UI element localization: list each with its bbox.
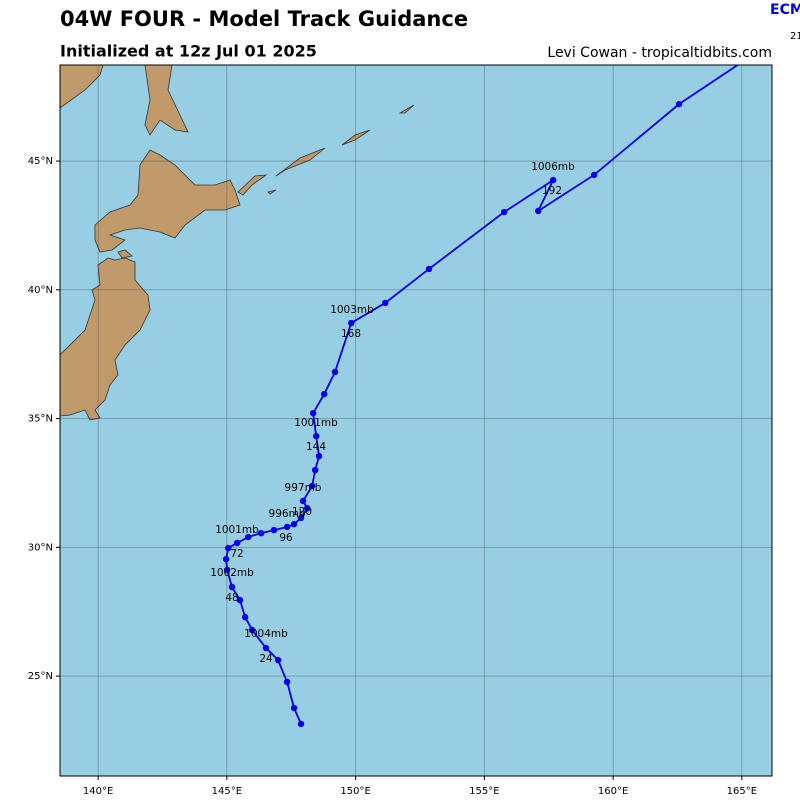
- track-point: [534, 207, 542, 215]
- track-point: [283, 678, 291, 686]
- track-point: [675, 100, 683, 108]
- x-tick-label: 160°E: [598, 786, 628, 797]
- subtitle: Initialized at 12z Jul 01 2025: [60, 42, 317, 61]
- track-point: [248, 626, 256, 634]
- track-point: [223, 566, 231, 574]
- track-point: [304, 504, 311, 512]
- y-tick-label: 35°N: [28, 414, 53, 425]
- track-point: [311, 466, 319, 474]
- track-point: [270, 526, 278, 534]
- track-annotation: 1003mb: [330, 304, 374, 316]
- track-point: [309, 409, 317, 417]
- track-point: [331, 368, 339, 376]
- track-point: [297, 720, 305, 728]
- track-point: [262, 644, 270, 652]
- track-annotation: 24: [259, 653, 273, 665]
- track-point: [348, 319, 355, 327]
- track-annotation: 1001mb: [294, 417, 338, 429]
- track-annotation: 144: [306, 441, 326, 453]
- track-annotation: 168: [341, 328, 361, 340]
- track-annotation: 997mb: [285, 482, 322, 494]
- track-point: [315, 452, 323, 460]
- track-annotation: 996mb: [269, 508, 306, 520]
- x-tick-label: 165°E: [727, 786, 757, 797]
- plot-frame: [59, 64, 773, 777]
- track-point: [425, 265, 433, 273]
- y-tick-label: 40°N: [28, 285, 53, 296]
- track-annotation: 96: [279, 532, 293, 544]
- track-point: [290, 704, 298, 712]
- track-point: [549, 176, 557, 184]
- land: [60, 65, 415, 421]
- model-label: ECM: [770, 2, 800, 18]
- x-tick-label: 145°E: [212, 786, 242, 797]
- track-point: [290, 520, 298, 528]
- track-annotation: 1002mb: [210, 567, 254, 579]
- track-point: [245, 533, 252, 541]
- track-point: [274, 656, 282, 664]
- track-annotation: 120: [292, 506, 312, 518]
- track-annotation: 192: [542, 185, 562, 197]
- track-point: [233, 539, 241, 547]
- track-point: [382, 299, 389, 307]
- track-point: [500, 208, 508, 216]
- x-tick-label: 150°E: [340, 786, 370, 797]
- track-point: [320, 390, 328, 398]
- y-tick-label: 45°N: [28, 156, 53, 167]
- track-annotation: 1006mb: [531, 161, 575, 173]
- track-point: [222, 555, 230, 563]
- track-point: [224, 544, 232, 552]
- x-tick-label: 140°E: [83, 786, 113, 797]
- track-point: [228, 583, 236, 591]
- track-point: [236, 596, 244, 604]
- track-point: [257, 529, 265, 537]
- track-annotation: 48: [225, 592, 238, 604]
- track-annotation: 72: [230, 548, 243, 560]
- track-annotation: 1001mb: [215, 524, 259, 536]
- track-point: [590, 171, 598, 179]
- track-point: [299, 497, 307, 505]
- y-tick-label: 30°N: [28, 542, 53, 553]
- model-note: 21: [790, 31, 800, 42]
- title: 04W FOUR - Model Track Guidance: [60, 7, 468, 31]
- y-tick-label: 25°N: [28, 671, 53, 682]
- track-annotation: 1004mb: [244, 628, 288, 640]
- x-tick-label: 155°E: [469, 786, 499, 797]
- credit: Levi Cowan - tropicaltidbits.com: [547, 45, 772, 61]
- track-point: [241, 613, 249, 621]
- track-point: [308, 482, 316, 490]
- track-point: [313, 432, 320, 440]
- track-point: [283, 523, 291, 531]
- track-point: [297, 514, 305, 522]
